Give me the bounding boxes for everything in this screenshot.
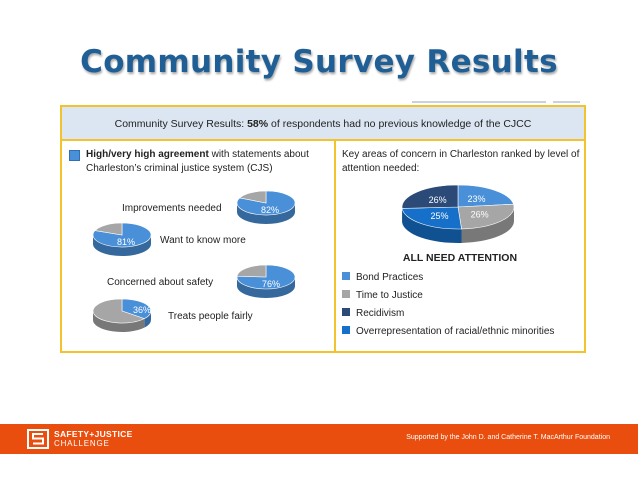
concern-slice-label-bond-practices: 23% (468, 194, 486, 204)
safety-justice-logo-icon (27, 429, 49, 449)
concern-slice-label-recidivism: 26% (429, 195, 447, 205)
foundation-note: Supported by the John D. and Catherine T… (406, 434, 610, 441)
concern-legend-swatch (342, 272, 350, 280)
concern-slice-label-time-to-justice: 26% (471, 210, 489, 220)
agreement-heading-bold: High/very high agreement (86, 149, 209, 160)
concern-slice-label-overrepresentation-of-racial-ethnic-minorities: 25% (430, 211, 448, 221)
improvements-needed-slice-agree (236, 190, 296, 216)
concern-heading: Key areas of concern in Charleston ranke… (342, 149, 580, 174)
agreement-heading: High/very high agreement with statements… (86, 148, 330, 176)
concern-legend-label: Recidivism (356, 308, 405, 319)
header-percentage: 58% (247, 118, 269, 130)
panel-header: Community Survey Results: 58% of respond… (62, 107, 584, 141)
agreement-section: High/very high agreement with statements… (62, 143, 334, 351)
concern-legend-bond-practices: Bond Practices (342, 271, 423, 285)
improvements-needed-slice-rest (239, 190, 267, 204)
want-to-know-more-side-agree (93, 235, 151, 256)
concern-legend-swatch (342, 308, 350, 316)
want-to-know-more-label: Want to know more (160, 235, 246, 246)
concern-legend-swatch (342, 326, 350, 334)
concerned-about-safety-label: Concerned about safety (107, 277, 214, 288)
agreement-heading-rest: with statements about Charleston’s crimi… (86, 149, 309, 174)
treats-people-fairly-side-rest (93, 311, 145, 332)
concerned-about-safety-pie (236, 264, 296, 298)
improvements-needed-label: Improvements needed (122, 203, 222, 214)
slide-title: Community Survey Results (80, 44, 558, 80)
improvements-needed-pie (236, 190, 296, 224)
concern-legend-label: Overrepresentation of racial/ethnic mino… (356, 326, 555, 337)
concern-legend-time-to-justice: Time to Justice (342, 289, 423, 303)
concern-slice-recidivism (401, 184, 459, 209)
concern-slice-time-to-justice (457, 203, 515, 230)
title-underline-short (553, 101, 580, 103)
concern-legend-label: Bond Practices (356, 272, 424, 283)
footer-bar: SAFETY+JUSTICE CHALLENGE Supported by th… (0, 424, 638, 454)
logo-line1: SAFETY+JUSTICE (54, 429, 133, 439)
treats-people-fairly-percentage: 36% (133, 305, 152, 315)
concern-legend-recidivism: Recidivism (342, 307, 404, 321)
concern-legend-swatch (342, 290, 350, 298)
treats-people-fairly-slice-rest (92, 298, 146, 324)
improvements-needed-side-agree (237, 203, 295, 224)
want-to-know-more-percentage: 81% (117, 237, 136, 247)
treats-people-fairly-pie (92, 298, 152, 332)
concerned-about-safety-slice-rest (236, 264, 267, 278)
panel-divider (334, 141, 336, 351)
concern-legend-overrepresentation-of-racial-ethnic-minorities: Overrepresentation of racial/ethnic mino… (342, 325, 554, 339)
concern-side-time-to-justice (461, 207, 514, 243)
concern-pie-caption: ALL NEED ATTENTION (402, 252, 518, 264)
header-prefix: Community Survey Results: (114, 118, 248, 130)
want-to-know-more-slice-rest (94, 222, 123, 236)
logo-line2: CHALLENGE (54, 439, 110, 448)
agreement-legend-swatch (69, 150, 80, 161)
concern-slice-overrepresentation-of-racial-ethnic-minorities (401, 206, 462, 230)
concerned-about-safety-side-agree (237, 277, 295, 298)
concern-slice-bond-practices (457, 184, 514, 208)
header-suffix: of respondents had no previous knowledge… (268, 118, 532, 130)
treats-people-fairly-label: Treats people fairly (168, 311, 253, 322)
survey-panel: Community Survey Results: 58% of respond… (60, 105, 586, 353)
concern-legend-label: Time to Justice (356, 290, 423, 301)
want-to-know-more-pie (92, 222, 152, 256)
concern-section: Key areas of concern in Charleston ranke… (336, 143, 584, 351)
concerned-about-safety-percentage: 76% (262, 279, 281, 289)
treats-people-fairly-slice-agree (121, 298, 152, 319)
title-underline (412, 101, 546, 103)
improvements-needed-percentage: 82% (261, 205, 280, 215)
concern-side-overrepresentation-of-racial-ethnic-minorities (402, 208, 462, 243)
concern-pie-chart: 23% 26% 25% 26% (401, 184, 515, 243)
